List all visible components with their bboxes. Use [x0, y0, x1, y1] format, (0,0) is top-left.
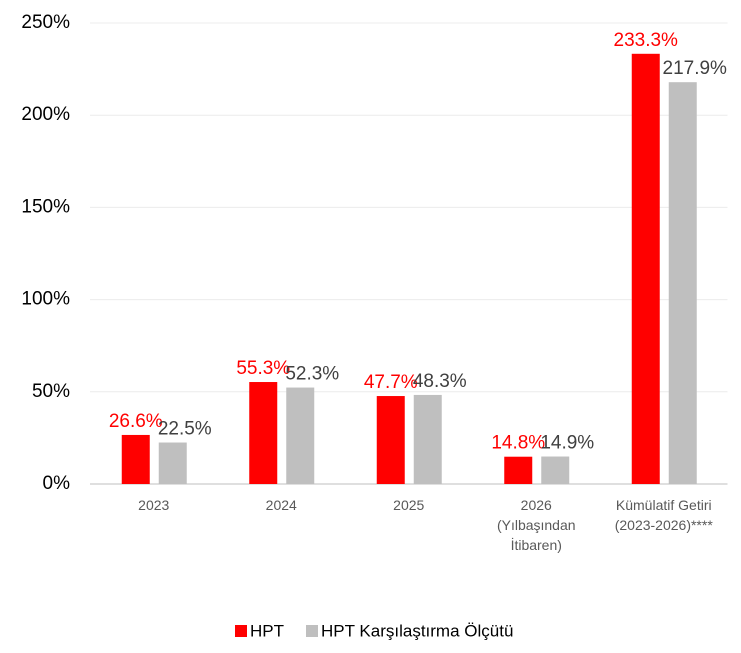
data-label: 47.7% [364, 372, 418, 393]
data-label: 217.9% [663, 58, 728, 79]
data-label: 233.3% [614, 30, 679, 51]
bar [631, 53, 660, 484]
legend-label: HPT Karşılaştırma Ölçütü [321, 621, 513, 640]
y-tick-label: 150% [21, 196, 70, 217]
bar [286, 387, 315, 484]
data-label: 52.3% [285, 364, 339, 385]
data-label: 14.8% [491, 433, 545, 454]
data-label: 22.5% [158, 419, 212, 440]
x-tick-label: 2023 [138, 497, 169, 513]
x-tick-label: Kümülatif Getiri (2023-2026)**** [615, 497, 714, 533]
bar [413, 394, 442, 484]
bar [376, 396, 405, 484]
legend-swatch [235, 625, 247, 637]
y-tick-label: 200% [21, 104, 70, 125]
legend-label: HPT [250, 621, 284, 640]
data-label: 26.6% [109, 411, 163, 432]
y-tick-label: 100% [21, 289, 70, 310]
x-tick-label: 2025 [393, 497, 424, 513]
bar [158, 442, 187, 484]
data-label: 55.3% [236, 358, 290, 379]
bar [668, 82, 697, 485]
bar [541, 456, 570, 484]
bar [121, 434, 150, 484]
x-tick-label: 2026 (Yılbaşından İtibaren) [497, 497, 576, 553]
bar [504, 456, 533, 484]
x-tick-label: 2024 [266, 497, 297, 513]
bar [249, 382, 278, 484]
y-tick-label: 50% [32, 381, 70, 402]
legend-swatch [306, 625, 318, 637]
data-label: 48.3% [413, 371, 467, 392]
data-label: 14.9% [540, 433, 594, 454]
y-tick-label: 250% [21, 12, 70, 33]
y-tick-label: 0% [43, 473, 71, 494]
